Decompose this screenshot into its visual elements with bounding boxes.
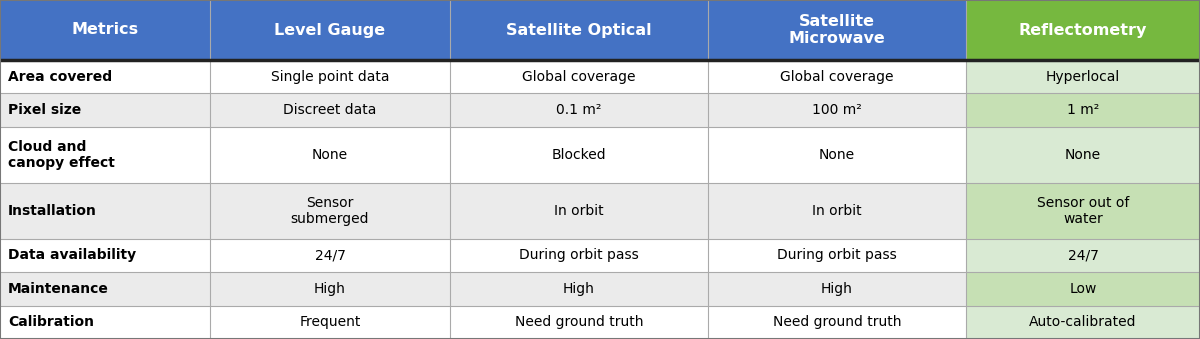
Bar	[0, 94, 210, 127]
Text: Blocked: Blocked	[552, 148, 606, 162]
Text: High: High	[314, 282, 346, 296]
Bar	[0, 272, 210, 305]
Text: Discreet data: Discreet data	[283, 103, 377, 117]
Text: 0.1 m²: 0.1 m²	[557, 103, 601, 117]
Bar	[210, 60, 450, 94]
Text: Global coverage: Global coverage	[522, 70, 636, 84]
Bar	[450, 183, 708, 239]
Bar	[450, 305, 708, 339]
Text: Installation: Installation	[8, 204, 97, 218]
Bar	[450, 239, 708, 272]
Bar	[708, 239, 966, 272]
Text: Need ground truth: Need ground truth	[773, 315, 901, 329]
Text: Sensor out of
water: Sensor out of water	[1037, 196, 1129, 226]
Bar	[210, 127, 450, 183]
Bar	[966, 127, 1200, 183]
Text: Low: Low	[1069, 282, 1097, 296]
Bar	[708, 183, 966, 239]
Bar	[966, 239, 1200, 272]
Bar	[966, 0, 1200, 60]
Text: High: High	[821, 282, 853, 296]
Bar	[210, 272, 450, 305]
Text: Satellite
Microwave: Satellite Microwave	[788, 14, 886, 46]
Bar	[210, 305, 450, 339]
Bar	[708, 272, 966, 305]
Text: None: None	[1064, 148, 1102, 162]
Bar	[708, 94, 966, 127]
Text: Need ground truth: Need ground truth	[515, 315, 643, 329]
Bar	[708, 305, 966, 339]
Bar	[708, 60, 966, 94]
Bar	[0, 305, 210, 339]
Text: 100 m²: 100 m²	[812, 103, 862, 117]
Bar	[450, 272, 708, 305]
Bar	[0, 183, 210, 239]
Bar	[966, 305, 1200, 339]
Bar	[966, 272, 1200, 305]
Text: During orbit pass: During orbit pass	[520, 248, 638, 262]
Text: High: High	[563, 282, 595, 296]
Text: 24/7: 24/7	[314, 248, 346, 262]
Bar	[708, 0, 966, 60]
Text: Single point data: Single point data	[271, 70, 389, 84]
Text: Global coverage: Global coverage	[780, 70, 894, 84]
Text: Data availability: Data availability	[8, 248, 136, 262]
Text: None: None	[818, 148, 856, 162]
Bar	[210, 239, 450, 272]
Text: Reflectometry: Reflectometry	[1019, 22, 1147, 38]
Text: Calibration: Calibration	[8, 315, 94, 329]
Text: Sensor
submerged: Sensor submerged	[290, 196, 370, 226]
Text: Satellite Optical: Satellite Optical	[506, 22, 652, 38]
Text: Maintenance: Maintenance	[8, 282, 109, 296]
Bar	[966, 60, 1200, 94]
Text: Metrics: Metrics	[72, 22, 138, 38]
Text: Frequent: Frequent	[299, 315, 361, 329]
Bar	[210, 94, 450, 127]
Text: Pixel size: Pixel size	[8, 103, 82, 117]
Bar	[210, 0, 450, 60]
Text: Cloud and
canopy effect: Cloud and canopy effect	[8, 140, 115, 170]
Text: In orbit: In orbit	[554, 204, 604, 218]
Text: None: None	[312, 148, 348, 162]
Bar	[0, 0, 210, 60]
Bar	[450, 60, 708, 94]
Text: 24/7: 24/7	[1068, 248, 1098, 262]
Bar	[966, 94, 1200, 127]
Text: In orbit: In orbit	[812, 204, 862, 218]
Text: Level Gauge: Level Gauge	[275, 22, 385, 38]
Bar	[708, 127, 966, 183]
Bar	[0, 239, 210, 272]
Bar	[966, 183, 1200, 239]
Text: During orbit pass: During orbit pass	[778, 248, 896, 262]
Text: Hyperlocal: Hyperlocal	[1046, 70, 1120, 84]
Bar	[450, 127, 708, 183]
Text: Auto-calibrated: Auto-calibrated	[1030, 315, 1136, 329]
Bar	[0, 127, 210, 183]
Bar	[0, 60, 210, 94]
Bar	[450, 94, 708, 127]
Bar	[450, 0, 708, 60]
Text: 1 m²: 1 m²	[1067, 103, 1099, 117]
Bar	[210, 183, 450, 239]
Text: Area covered: Area covered	[8, 70, 112, 84]
